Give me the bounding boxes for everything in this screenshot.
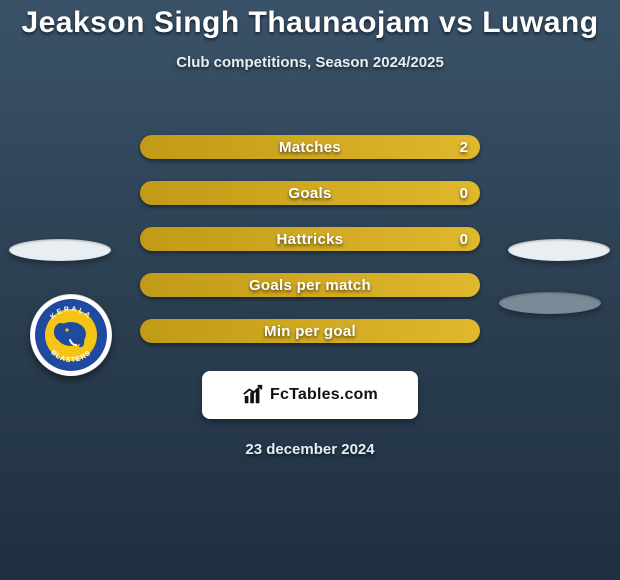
club-badge-svg: KERALA BLASTERS bbox=[30, 294, 112, 376]
stat-bar: Hattricks0 bbox=[140, 227, 480, 251]
date-label: 23 december 2024 bbox=[0, 441, 620, 458]
fctables-pill[interactable]: FcTables.com bbox=[202, 371, 418, 419]
stat-bar-label: Min per goal bbox=[140, 319, 480, 343]
club-badge: KERALA BLASTERS bbox=[30, 294, 112, 376]
stat-bar: Min per goal bbox=[140, 319, 480, 343]
stage: KERALA BLASTERS Matches2Goals0Hattricks0… bbox=[0, 113, 620, 458]
stat-bar-label: Hattricks bbox=[140, 227, 480, 251]
right-ellipse-1 bbox=[508, 239, 610, 261]
fctables-label: FcTables.com bbox=[270, 386, 378, 404]
stat-bar-value: 0 bbox=[460, 227, 468, 251]
stat-bar-value: 0 bbox=[460, 181, 468, 205]
right-ellipse-2 bbox=[499, 292, 601, 314]
page-title: Jeakson Singh Thaunaojam vs Luwang bbox=[0, 6, 620, 40]
left-ellipse-1 bbox=[9, 239, 111, 261]
stat-bar-label: Goals bbox=[140, 181, 480, 205]
subtitle: Club competitions, Season 2024/2025 bbox=[0, 54, 620, 71]
chart-icon bbox=[242, 384, 264, 406]
stat-bar-label: Matches bbox=[140, 135, 480, 159]
stat-bar: Goals per match bbox=[140, 273, 480, 297]
stat-bar: Matches2 bbox=[140, 135, 480, 159]
stat-bar-label: Goals per match bbox=[140, 273, 480, 297]
stat-bar: Goals0 bbox=[140, 181, 480, 205]
card: Jeakson Singh Thaunaojam vs Luwang Club … bbox=[0, 0, 620, 580]
stat-bar-value: 2 bbox=[460, 135, 468, 159]
